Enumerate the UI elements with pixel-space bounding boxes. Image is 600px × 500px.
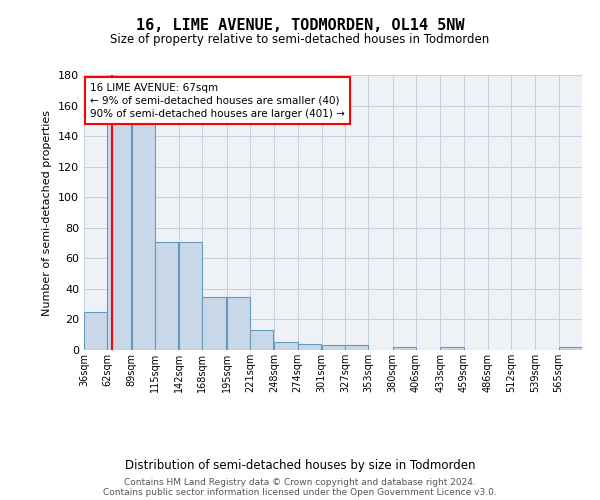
Y-axis label: Number of semi-detached properties: Number of semi-detached properties	[43, 110, 52, 316]
Bar	[392, 347, 416, 350]
Bar	[107, 110, 131, 350]
Bar	[440, 347, 464, 350]
Bar	[345, 346, 368, 350]
Bar	[131, 124, 155, 350]
Bar	[202, 296, 226, 350]
Bar	[84, 312, 107, 350]
Text: 16, LIME AVENUE, TODMORDEN, OL14 5NW: 16, LIME AVENUE, TODMORDEN, OL14 5NW	[136, 18, 464, 32]
Bar	[155, 242, 178, 350]
Bar	[559, 347, 582, 350]
Bar	[250, 330, 274, 350]
Text: 16 LIME AVENUE: 67sqm
← 9% of semi-detached houses are smaller (40)
90% of semi-: 16 LIME AVENUE: 67sqm ← 9% of semi-detac…	[90, 82, 345, 119]
Text: Contains HM Land Registry data © Crown copyright and database right 2024.
Contai: Contains HM Land Registry data © Crown c…	[103, 478, 497, 497]
Text: Size of property relative to semi-detached houses in Todmorden: Size of property relative to semi-detach…	[110, 32, 490, 46]
Bar	[274, 342, 298, 350]
Text: Distribution of semi-detached houses by size in Todmorden: Distribution of semi-detached houses by …	[125, 458, 475, 471]
Bar	[179, 242, 202, 350]
Bar	[322, 346, 345, 350]
Bar	[227, 296, 250, 350]
Bar	[298, 344, 321, 350]
